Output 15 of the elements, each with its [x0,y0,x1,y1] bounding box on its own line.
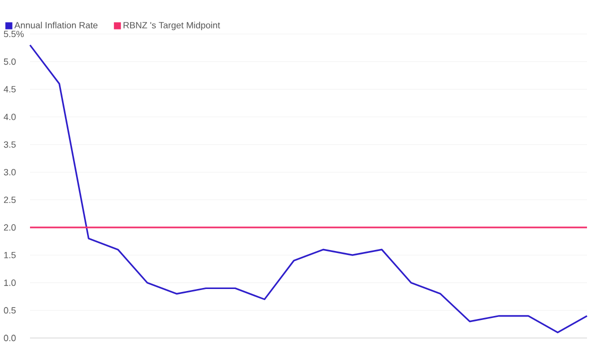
legend-label: Annual Inflation Rate [14,22,98,28]
y-tick-label: 1.5 [4,252,16,258]
y-tick-label: 5.5% [4,30,24,38]
line-series [29,44,588,334]
y-tick-label: 5.0 [4,58,16,65]
legend-label: RBNZ 's Target Midpoint [124,22,220,30]
y-tick-label: 0.5 [4,307,16,314]
y-tick-label: 3.5 [4,141,16,148]
y-tick-label: 4.5 [4,86,16,92]
y-tick-label: 4.0 [4,114,16,120]
y-tick-label: 3.0 [4,168,16,176]
y-tick-label: 0.0 [4,334,16,342]
y-tick-label: 2.0 [4,224,16,231]
y-tick-label: 2.5 [4,196,16,204]
y-tick-label: 1.0 [4,280,16,286]
